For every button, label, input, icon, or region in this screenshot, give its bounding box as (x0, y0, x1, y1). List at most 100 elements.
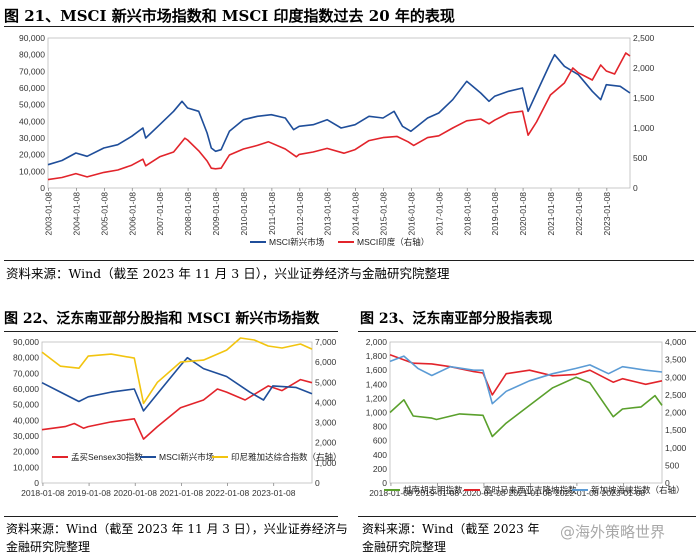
fig22-right-tick: 4,000 (315, 397, 337, 407)
fig22-title-rule (4, 331, 338, 332)
fig21-x-tick: 2014-01-08 (351, 192, 361, 236)
fig22-title: 图 22、泛东南亚部分股指和 MSCI 新兴市场指数 (4, 311, 320, 327)
fig23-right-tick: 1,000 (665, 443, 687, 453)
fig22-left-tick: 40,000 (13, 415, 39, 425)
fig23-right-tick: 3,000 (665, 372, 687, 382)
fig23-x-tick: 2019-01-08 (416, 488, 460, 498)
fig23-legend-label-0: 越南胡志明指数 (403, 485, 463, 495)
fig22-plot-frame (41, 341, 313, 484)
fig23-right-tick: 2,000 (665, 408, 687, 418)
fig22-left-tick: 50,000 (13, 400, 39, 410)
fig21-x-tick: 2020-01-08 (518, 192, 528, 236)
fig23-chart: 0 200 400 600 800 1,000 1,200 1,400 1,600 1,800 2,… (366, 337, 687, 498)
fig22-left-tick: 60,000 (13, 384, 39, 394)
fig21-x-tick: 2019-01-08 (490, 192, 500, 236)
fig23-left-tick: 800 (373, 422, 387, 432)
fig21-source: 资料来源：Wind（截至 2023 年 11 月 3 日），兴业证券经济与金融研… (6, 266, 450, 281)
fig21-x-tick: 2004-01-08 (71, 192, 81, 236)
fig21-x-tick: 2023-01-08 (602, 192, 612, 236)
fig21-title: 图 21、MSCI 新兴市场指数和 MSCI 印度指数过去 20 年的表现 (4, 7, 455, 25)
fig21-x-tick: 2021-01-08 (546, 192, 556, 236)
fig22-x-tick: 2022-01-08 (206, 488, 250, 498)
fig23-left-tick: 400 (373, 450, 387, 460)
fig22-right-tick: 6,000 (315, 357, 337, 367)
fig21-left-tick: 40,000 (19, 116, 45, 126)
fig21-left-tick: 0 (40, 183, 45, 193)
fig23-left-tick: 0 (382, 478, 387, 488)
fig23-left-tick: 1,800 (366, 351, 388, 361)
fig21-left-tick: 10,000 (19, 166, 45, 176)
fig23-series-line-1 (389, 353, 663, 396)
fig23-left-tick: 1,000 (366, 408, 388, 418)
fig21-source-rule (4, 260, 694, 261)
fig23-left-tick: 1,200 (366, 393, 388, 403)
fig23-left-tick: 200 (373, 464, 387, 474)
fig22-source-rule (4, 516, 338, 517)
fig23-legend-label-1: 富时马来西亚吉隆坡指数 (483, 485, 577, 495)
fig22-legend-label-2: 印尼雅加达综合指数（右轴） (231, 452, 340, 462)
fig22-right-tick: 0 (315, 478, 320, 488)
fig23-source-line1: 资料来源：Wind（截至 2023 年 (362, 522, 540, 536)
fig22-x-tick: 2023-01-08 (252, 488, 296, 498)
fig23-x-tick: 2022-01-08 (555, 488, 599, 498)
fig22-left-tick: 90,000 (13, 337, 39, 347)
fig21-x-tick: 2012-01-08 (295, 192, 305, 236)
fig21-x-tick: 2010-01-08 (239, 192, 249, 236)
fig22-left-tick: 70,000 (13, 368, 39, 378)
fig21-x-tick: 2022-01-08 (574, 192, 584, 236)
fig23-series-line-0 (389, 376, 663, 438)
fig23-source-line2: 金融研究院整理 (362, 540, 447, 554)
fig21-legend-label-0: MSCI新兴市场 (269, 237, 324, 247)
fig21-right-tick: 0 (633, 183, 638, 193)
fig23-left-tick: 1,400 (366, 379, 388, 389)
fig22-left-tick: 20,000 (13, 447, 39, 457)
fig21-series-line-0 (47, 53, 631, 166)
fig22-left-tick: 10,000 (13, 462, 39, 472)
fig21-legend-label-1: MSCI印度（右轴） (357, 237, 429, 247)
fig22-x-tick: 2021-01-08 (160, 488, 204, 498)
fig22-legend-label-1: MSCI新兴市场 (159, 452, 214, 462)
fig21-x-tick: 2018-01-08 (462, 192, 472, 236)
watermark: @海外策略世界 (560, 523, 666, 541)
fig21-right-tick: 2,500 (633, 33, 655, 43)
fig21-right-tick: 500 (633, 153, 647, 163)
fig22-x-tick: 2019-01-08 (67, 488, 111, 498)
fig22-right-tick: 7,000 (315, 337, 337, 347)
fig21-left-tick: 30,000 (19, 133, 45, 143)
fig22-x-tick: 2020-01-08 (113, 488, 157, 498)
fig21-x-tick: 2008-01-08 (183, 192, 193, 236)
fig21-x-tick: 2005-01-08 (99, 192, 109, 236)
fig21-x-tick: 2015-01-08 (379, 192, 389, 236)
fig21-title-rule (4, 26, 694, 27)
fig21-right-tick: 1,500 (633, 93, 655, 103)
fig22-left-tick: 0 (34, 478, 39, 488)
fig22-source-line1: 资料来源：Wind（截至 2023 年 11 月 3 日），兴业证券经济与 (6, 522, 348, 536)
fig23-x-tick: 2021-01-08 (509, 488, 553, 498)
fig22-series-line-2 (41, 337, 313, 405)
fig21-right-tick: 1,000 (633, 123, 655, 133)
fig21-plot-frame (47, 37, 631, 189)
fig22-right-tick: 5,000 (315, 377, 337, 387)
fig21-left-tick: 90,000 (19, 33, 45, 43)
fig21-left-tick: 50,000 (19, 100, 45, 110)
fig21-series-line-1 (47, 52, 631, 181)
fig23-title-rule (358, 331, 696, 332)
fig21-left-tick: 20,000 (19, 150, 45, 160)
fig23-x-tick: 2023-01-08 (602, 488, 646, 498)
fig21-right-tick: 2,000 (633, 63, 655, 73)
fig21-x-tick: 2013-01-08 (323, 192, 333, 236)
fig22-left-tick: 80,000 (13, 353, 39, 363)
fig21-left-tick: 80,000 (19, 50, 45, 60)
fig22-left-tick: 30,000 (13, 431, 39, 441)
fig21-x-tick: 2011-01-08 (267, 192, 277, 235)
fig21-chart: 0 10,000 20,000 30,000 40,000 50,000 60,000 70,… (19, 33, 655, 247)
fig23-source-rule (358, 516, 696, 517)
fig22-x-tick: 2018-01-08 (21, 488, 65, 498)
fig23-right-tick: 0 (665, 478, 670, 488)
fig21-x-tick: 2009-01-08 (211, 192, 221, 236)
fig23-x-tick: 2018-01-08 (369, 488, 413, 498)
fig21-x-tick: 2006-01-08 (127, 192, 137, 236)
fig23-right-tick: 4,000 (665, 337, 687, 347)
fig23-left-tick: 2,000 (366, 337, 388, 347)
fig23-title: 图 23、泛东南亚部分股指表现 (360, 311, 553, 327)
